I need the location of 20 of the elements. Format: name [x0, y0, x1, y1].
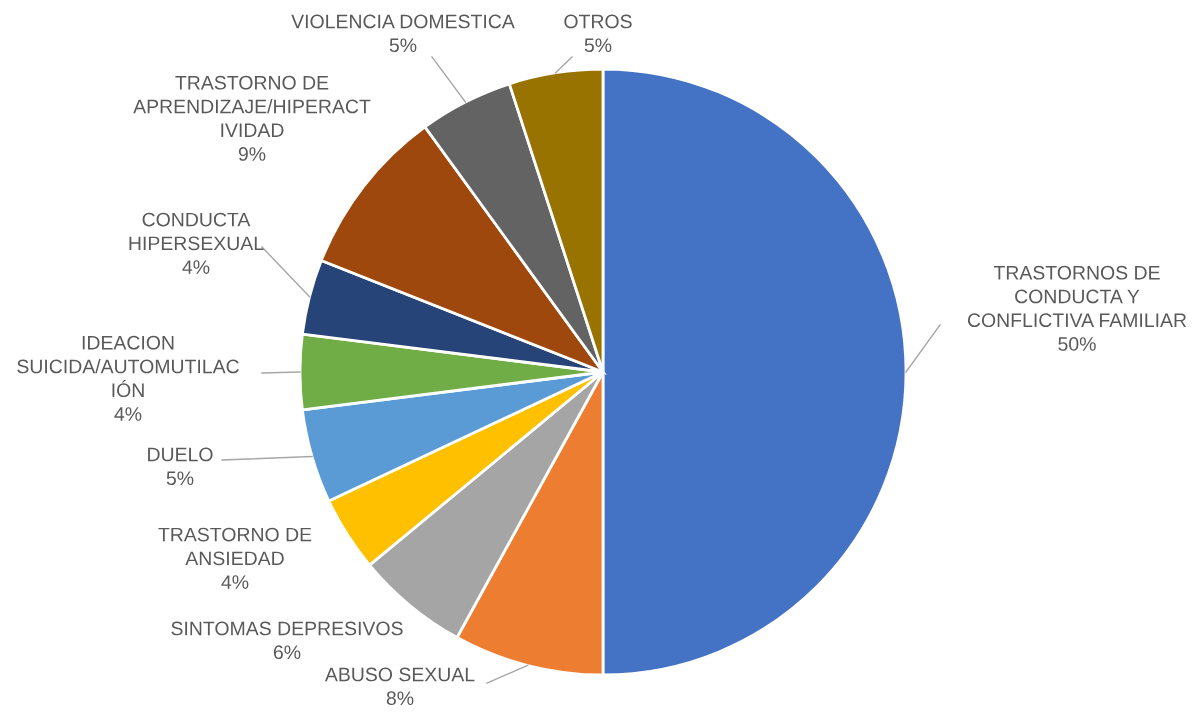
data-label: 5% [166, 471, 194, 486]
slice-label: ABUSO SEXUAL [324, 667, 475, 682]
slice-label: TRASTORNO DE APRENDIZAJE/HIPERACT IVIDAD [133, 75, 371, 137]
data-label: 5% [389, 38, 417, 53]
slice-label: CONDUCTA HIPERSEXUAL [129, 212, 264, 251]
data-label: 9% [238, 147, 266, 161]
data-label: 4% [182, 260, 210, 274]
data-label: 50% [1058, 337, 1096, 351]
data-label: 5% [584, 38, 612, 53]
slice-label: DUELO [148, 447, 213, 462]
data-label: 8% [386, 691, 414, 706]
data-label: 4% [221, 575, 249, 589]
slice-label: TRASTORNO DE ANSIEDAD [158, 527, 312, 566]
slice-label: VIOLENCIA DOMESTICA [291, 14, 515, 29]
slice-label: TRASTORNOS DE CONDUCTA Y CONFLICTIVA FAMILIAR [967, 265, 1187, 328]
slice-label: SINTOMAS DEPRESIVOS [171, 621, 403, 636]
slice-label: IDEACION SUICIDA/AUTOMUTILAC IÓN [17, 335, 239, 398]
data-label: 6% [273, 645, 301, 660]
slice-label: OTROS [564, 14, 632, 29]
data-label: 4% [114, 407, 142, 421]
